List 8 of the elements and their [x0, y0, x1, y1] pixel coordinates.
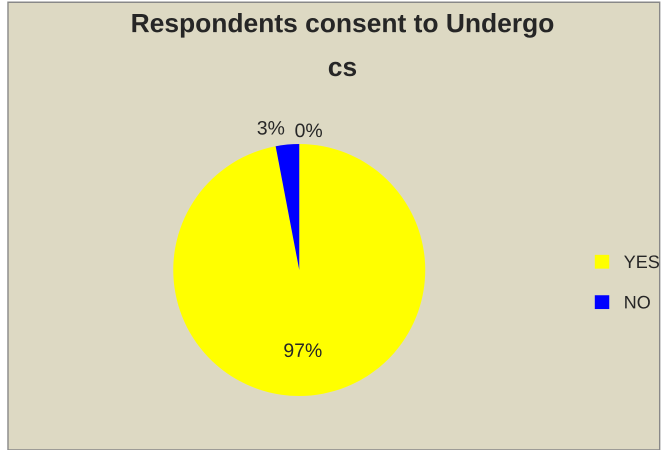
pie-slice: [276, 144, 300, 270]
chart-title: Respondents consent to Undergo cs: [132, 13, 554, 76]
data-label: 97%: [284, 343, 322, 358]
text: 0%: [295, 123, 322, 138]
pie-slice: [173, 144, 426, 396]
legend-label: NO: [625, 296, 650, 309]
data-label: 3%: [258, 120, 284, 135]
legend-label: YES: [624, 255, 659, 268]
